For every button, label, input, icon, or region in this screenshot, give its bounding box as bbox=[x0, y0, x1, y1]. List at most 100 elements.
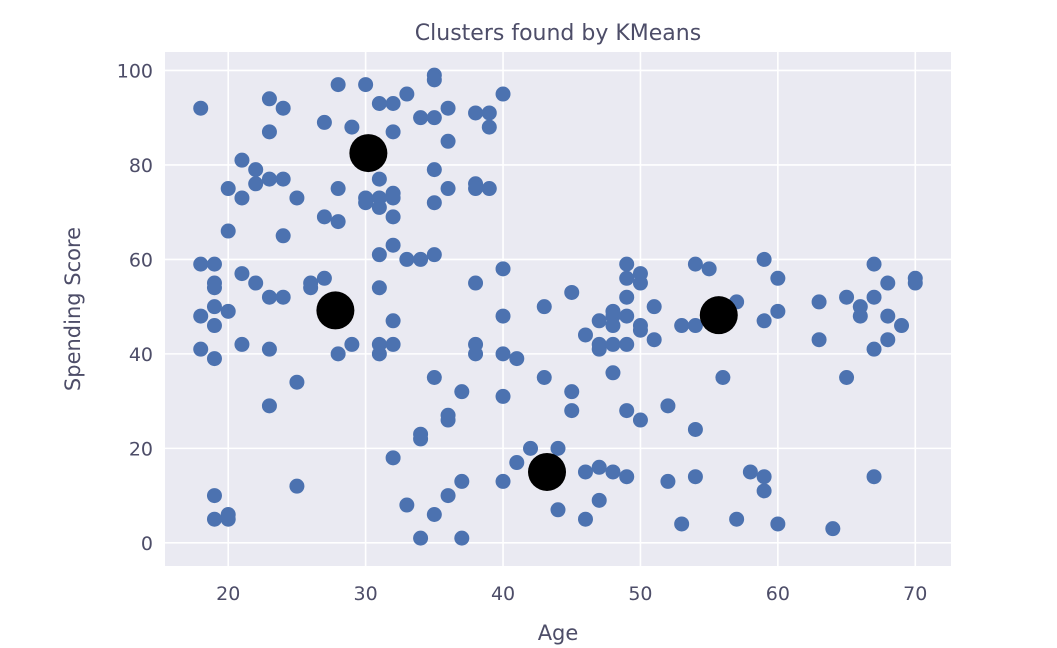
data-point bbox=[413, 530, 429, 546]
x-tick-label: 20 bbox=[216, 583, 240, 605]
data-point bbox=[234, 152, 250, 168]
data-point bbox=[687, 256, 703, 272]
data-point bbox=[756, 313, 772, 329]
data-point bbox=[880, 332, 896, 348]
data-point bbox=[413, 110, 429, 126]
y-tick-label: 20 bbox=[129, 438, 153, 460]
data-point bbox=[234, 266, 250, 282]
x-tick-label: 40 bbox=[491, 583, 515, 605]
data-point bbox=[371, 346, 387, 362]
data-point bbox=[371, 171, 387, 187]
data-point bbox=[605, 336, 621, 352]
data-point bbox=[385, 124, 401, 140]
data-point bbox=[619, 308, 635, 324]
cluster-centroids bbox=[316, 134, 738, 491]
data-point bbox=[742, 464, 758, 480]
data-point bbox=[385, 450, 401, 466]
data-point bbox=[275, 100, 291, 116]
data-point bbox=[399, 86, 415, 102]
data-point bbox=[550, 502, 566, 518]
data-point bbox=[385, 209, 401, 225]
data-point bbox=[907, 275, 923, 291]
data-point bbox=[220, 181, 236, 197]
data-point bbox=[468, 105, 484, 121]
data-point bbox=[358, 195, 374, 211]
data-point bbox=[715, 370, 731, 386]
data-point bbox=[481, 105, 497, 121]
data-point bbox=[358, 77, 374, 93]
data-point bbox=[660, 398, 676, 414]
data-point bbox=[454, 384, 470, 400]
data-point bbox=[371, 199, 387, 215]
data-point bbox=[206, 318, 222, 334]
data-point bbox=[495, 346, 511, 362]
data-point bbox=[426, 370, 442, 386]
data-point bbox=[206, 280, 222, 296]
data-point bbox=[316, 209, 332, 225]
data-point bbox=[206, 299, 222, 315]
data-point bbox=[261, 91, 277, 107]
data-point bbox=[206, 256, 222, 272]
data-point bbox=[619, 270, 635, 286]
data-point bbox=[605, 318, 621, 334]
data-point bbox=[591, 492, 607, 508]
data-point bbox=[316, 114, 332, 130]
data-point bbox=[220, 511, 236, 527]
data-point bbox=[646, 299, 662, 315]
data-point bbox=[275, 171, 291, 187]
data-point bbox=[839, 289, 855, 305]
data-point bbox=[193, 256, 209, 272]
data-point bbox=[261, 289, 277, 305]
x-axis-label: Age bbox=[538, 621, 579, 645]
data-point bbox=[619, 256, 635, 272]
data-point bbox=[495, 388, 511, 404]
centroid-point bbox=[699, 296, 738, 335]
data-point bbox=[330, 77, 346, 93]
data-point bbox=[426, 247, 442, 263]
data-point bbox=[687, 469, 703, 485]
data-point bbox=[577, 511, 593, 527]
data-point bbox=[701, 261, 717, 277]
data-point bbox=[330, 181, 346, 197]
data-point bbox=[316, 270, 332, 286]
data-point bbox=[426, 72, 442, 88]
data-point bbox=[509, 455, 525, 471]
data-point bbox=[220, 303, 236, 319]
data-point bbox=[385, 336, 401, 352]
data-point bbox=[619, 289, 635, 305]
data-point bbox=[193, 100, 209, 116]
data-point bbox=[866, 256, 882, 272]
data-point bbox=[770, 516, 786, 532]
x-tick-label: 50 bbox=[628, 583, 652, 605]
data-point bbox=[632, 322, 648, 338]
data-point bbox=[564, 403, 580, 419]
data-point bbox=[866, 289, 882, 305]
data-point bbox=[275, 289, 291, 305]
data-point bbox=[426, 162, 442, 178]
data-point bbox=[591, 313, 607, 329]
data-point bbox=[220, 223, 236, 239]
data-point bbox=[756, 251, 772, 267]
data-point bbox=[344, 119, 360, 135]
data-point bbox=[385, 237, 401, 253]
data-point bbox=[619, 336, 635, 352]
data-point bbox=[839, 370, 855, 386]
data-point bbox=[248, 162, 264, 178]
data-point bbox=[248, 176, 264, 192]
data-point bbox=[632, 275, 648, 291]
data-point bbox=[866, 341, 882, 357]
data-point bbox=[426, 507, 442, 523]
data-point bbox=[509, 351, 525, 367]
data-point bbox=[399, 497, 415, 513]
data-point bbox=[674, 516, 690, 532]
data-point bbox=[880, 275, 896, 291]
data-point bbox=[866, 469, 882, 485]
data-point bbox=[413, 251, 429, 267]
x-tick-label: 60 bbox=[766, 583, 790, 605]
data-point bbox=[385, 313, 401, 329]
data-point bbox=[440, 181, 456, 197]
data-point bbox=[674, 318, 690, 334]
data-point bbox=[303, 280, 319, 296]
x-tick-label: 30 bbox=[354, 583, 378, 605]
data-point bbox=[330, 214, 346, 230]
